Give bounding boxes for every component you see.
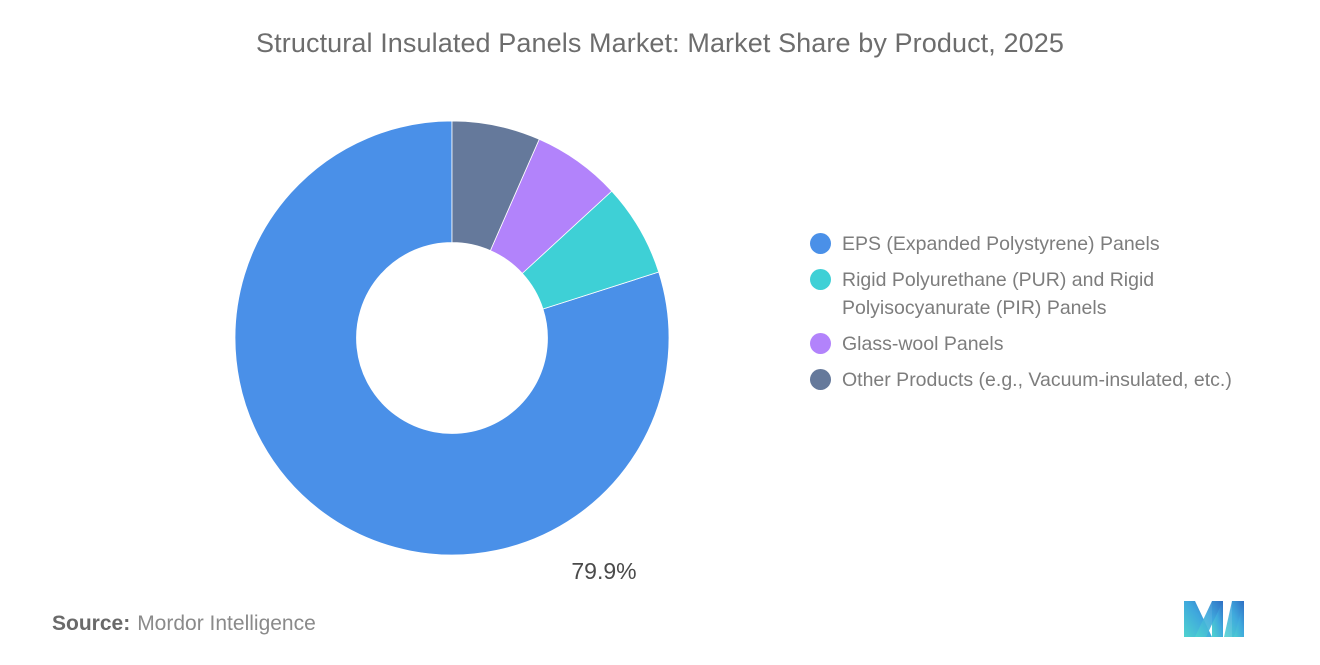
donut-slice[interactable] <box>451 121 540 252</box>
legend-item-pur-pir[interactable]: Rigid Polyurethane (PUR) and Rigid Polyi… <box>810 266 1270 322</box>
donut-chart-svg <box>235 121 669 555</box>
legend-item-label: Rigid Polyurethane (PUR) and Rigid Polyi… <box>842 269 1155 319</box>
legend-item-label: Glass-wool Panels <box>842 333 1004 355</box>
donut-slice[interactable] <box>235 121 669 555</box>
slice-data-label: 79.9% <box>571 558 637 584</box>
legend-swatch-icon <box>810 333 831 354</box>
chart-legend: EPS (Expanded Polystyrene) Panels Rigid … <box>810 230 1270 402</box>
source-name: Mordor Intelligence <box>137 612 316 635</box>
legend-swatch-icon <box>810 233 831 254</box>
legend-item-eps[interactable]: EPS (Expanded Polystyrene) Panels <box>810 230 1270 258</box>
legend-item-label: Other Products (e.g., Vacuum-insulated, … <box>842 369 1232 391</box>
mordor-intelligence-logo-icon <box>1184 601 1244 637</box>
source-attribution: Source: Mordor Intelligence <box>52 612 316 636</box>
page-title: Structural Insulated Panels Market: Mark… <box>256 28 1064 58</box>
legend-item-glass-wool[interactable]: Glass-wool Panels <box>810 330 1270 358</box>
legend-swatch-icon <box>810 369 831 390</box>
source-label: Source: <box>52 612 131 635</box>
legend-item-label: EPS (Expanded Polystyrene) Panels <box>842 233 1160 255</box>
donut-slice-group <box>235 121 669 555</box>
donut-slice[interactable] <box>489 138 613 274</box>
legend-item-other-products[interactable]: Other Products (e.g., Vacuum-insulated, … <box>810 366 1270 394</box>
donut-slice[interactable] <box>521 190 660 310</box>
legend-swatch-icon <box>810 269 831 290</box>
donut-chart: 79.9% <box>235 121 669 584</box>
